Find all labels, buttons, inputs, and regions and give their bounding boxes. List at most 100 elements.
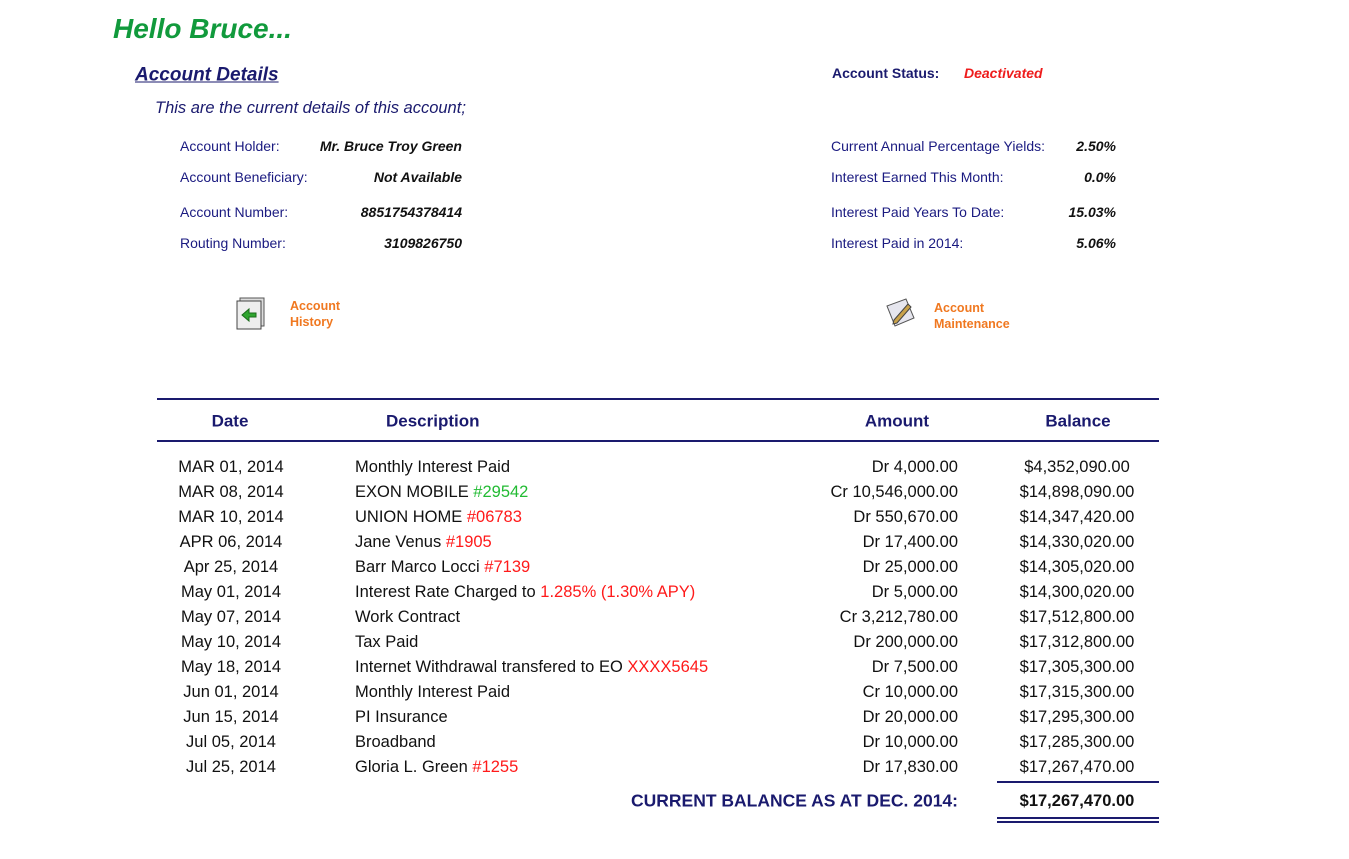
balance: $14,305,020.00 xyxy=(1019,557,1135,576)
description: Jane Venus #1905 xyxy=(355,534,492,551)
detail-label: Interest Paid in 2014: xyxy=(831,235,964,251)
detail-value: Mr. Bruce Troy Green xyxy=(319,138,462,154)
date: Apr 25, 2014 xyxy=(183,557,279,576)
link-text[interactable]: Account xyxy=(290,299,340,313)
balance: $14,330,020.00 xyxy=(1019,532,1135,551)
amount: Dr 200,000.00 xyxy=(853,632,958,651)
description: UNION HOME #06783 xyxy=(355,509,522,526)
rule xyxy=(997,817,1159,819)
balance: $17,312,800.00 xyxy=(1019,632,1135,651)
detail-value: 0.0% xyxy=(1084,169,1116,185)
column-header: Date xyxy=(211,411,249,431)
link-text[interactable]: Maintenance xyxy=(934,317,1010,331)
rule xyxy=(157,440,1159,442)
description-text: Internet Withdrawal transfered to EO xyxy=(355,657,623,676)
amount: Cr 10,000.00 xyxy=(862,682,958,701)
description-text: EXON MOBILE xyxy=(355,482,469,501)
description-text: PI Insurance xyxy=(355,707,448,726)
detail-label: Interest Paid Years To Date: xyxy=(831,204,1005,220)
balance: $17,512,800.00 xyxy=(1019,607,1135,626)
detail-value: 3109826750 xyxy=(384,235,462,251)
reference: #1255 xyxy=(472,757,519,776)
description: PI Insurance xyxy=(355,709,448,726)
history-link[interactable]: Account History xyxy=(290,298,340,330)
balance: $17,305,300.00 xyxy=(1019,657,1135,676)
maintenance-link[interactable]: Account Maintenance xyxy=(934,300,1010,332)
reference: #29542 xyxy=(473,482,529,501)
greeting: Hello Bruce... xyxy=(113,13,292,44)
detail-label: Account Number: xyxy=(180,204,289,220)
intro: This are the current details of this acc… xyxy=(155,98,466,117)
detail-value: 15.03% xyxy=(1068,204,1116,220)
balance: $17,267,470.00 xyxy=(1019,757,1135,776)
detail-label: Routing Number: xyxy=(180,235,286,251)
description: EXON MOBILE #29542 xyxy=(355,484,528,501)
column-header: Amount xyxy=(864,411,930,431)
link-text[interactable]: Account xyxy=(934,301,984,315)
amount: Dr 20,000.00 xyxy=(862,707,958,726)
description-text: Work Contract xyxy=(355,607,461,626)
date: MAR 08, 2014 xyxy=(178,482,284,501)
description: Barr Marco Locci #7139 xyxy=(355,559,530,576)
date: May 01, 2014 xyxy=(181,582,281,601)
total-label: CURRENT BALANCE AS AT DEC. 2014: xyxy=(630,790,958,811)
description: Work Contract xyxy=(355,609,460,626)
amount: Cr 10,546,000.00 xyxy=(830,482,958,501)
date: Jun 15, 2014 xyxy=(183,707,279,726)
status-label: Account Status: xyxy=(832,65,940,81)
description: Monthly Interest Paid xyxy=(355,684,510,701)
link-text[interactable]: History xyxy=(290,315,334,329)
balance: $17,285,300.00 xyxy=(1019,732,1135,751)
total-value: $17,267,470.00 xyxy=(1019,791,1135,810)
reference: 1.285% (1.30% APY) xyxy=(540,582,696,601)
detail-value: 5.06% xyxy=(1076,235,1116,251)
column-header: Balance xyxy=(1045,411,1111,431)
balance: $4,352,090.00 xyxy=(1024,457,1130,476)
reference: #06783 xyxy=(466,507,522,526)
reference: XXXX5645 xyxy=(627,657,709,676)
reference: #1905 xyxy=(445,532,492,551)
maintenance-icon[interactable] xyxy=(884,296,918,330)
balance: $17,315,300.00 xyxy=(1019,682,1135,701)
description: Broadband xyxy=(355,734,436,751)
balance: $14,898,090.00 xyxy=(1019,482,1135,501)
rule xyxy=(997,781,1159,783)
detail-value: 8851754378414 xyxy=(360,204,462,220)
amount: Dr 17,400.00 xyxy=(862,532,958,551)
date: May 07, 2014 xyxy=(181,607,281,626)
date: APR 06, 2014 xyxy=(179,532,283,551)
detail-label: Current Annual Percentage Yields: xyxy=(831,138,1046,154)
date: May 10, 2014 xyxy=(181,632,281,651)
description: Tax Paid xyxy=(355,634,418,651)
description-text: Tax Paid xyxy=(355,632,419,651)
description-text: UNION HOME xyxy=(355,507,463,526)
history-icon[interactable] xyxy=(234,296,268,330)
description-text: Gloria L. Green xyxy=(355,757,468,776)
detail-label: Interest Earned This Month: xyxy=(831,169,1004,185)
description: Internet Withdrawal transfered to EO XXX… xyxy=(355,659,708,676)
rule xyxy=(157,398,1159,400)
amount: Dr 25,000.00 xyxy=(862,557,958,576)
balance: $14,347,420.00 xyxy=(1019,507,1135,526)
amount: Dr 5,000.00 xyxy=(871,582,958,601)
detail-label: Account Beneficiary: xyxy=(180,169,308,185)
date: MAR 10, 2014 xyxy=(178,507,284,526)
status-value: Deactivated xyxy=(964,65,1043,81)
description-text: Monthly Interest Paid xyxy=(355,457,510,476)
amount: Dr 7,500.00 xyxy=(871,657,958,676)
description-text: Interest Rate Charged to xyxy=(355,582,536,601)
date: Jul 05, 2014 xyxy=(186,732,276,751)
rule xyxy=(997,821,1159,823)
description-text: Broadband xyxy=(355,732,436,751)
description: Interest Rate Charged to 1.285% (1.30% A… xyxy=(355,584,695,601)
amount: Dr 17,830.00 xyxy=(862,757,958,776)
balance: $17,295,300.00 xyxy=(1019,707,1135,726)
detail-label: Account Holder: xyxy=(180,138,280,154)
amount: Dr 550,670.00 xyxy=(853,507,958,526)
amount: Dr 4,000.00 xyxy=(871,457,958,476)
date: May 18, 2014 xyxy=(181,657,281,676)
balance: $14,300,020.00 xyxy=(1019,582,1135,601)
date: MAR 01, 2014 xyxy=(178,457,284,476)
amount: Cr 3,212,780.00 xyxy=(839,607,958,626)
detail-value: Not Available xyxy=(373,169,462,185)
